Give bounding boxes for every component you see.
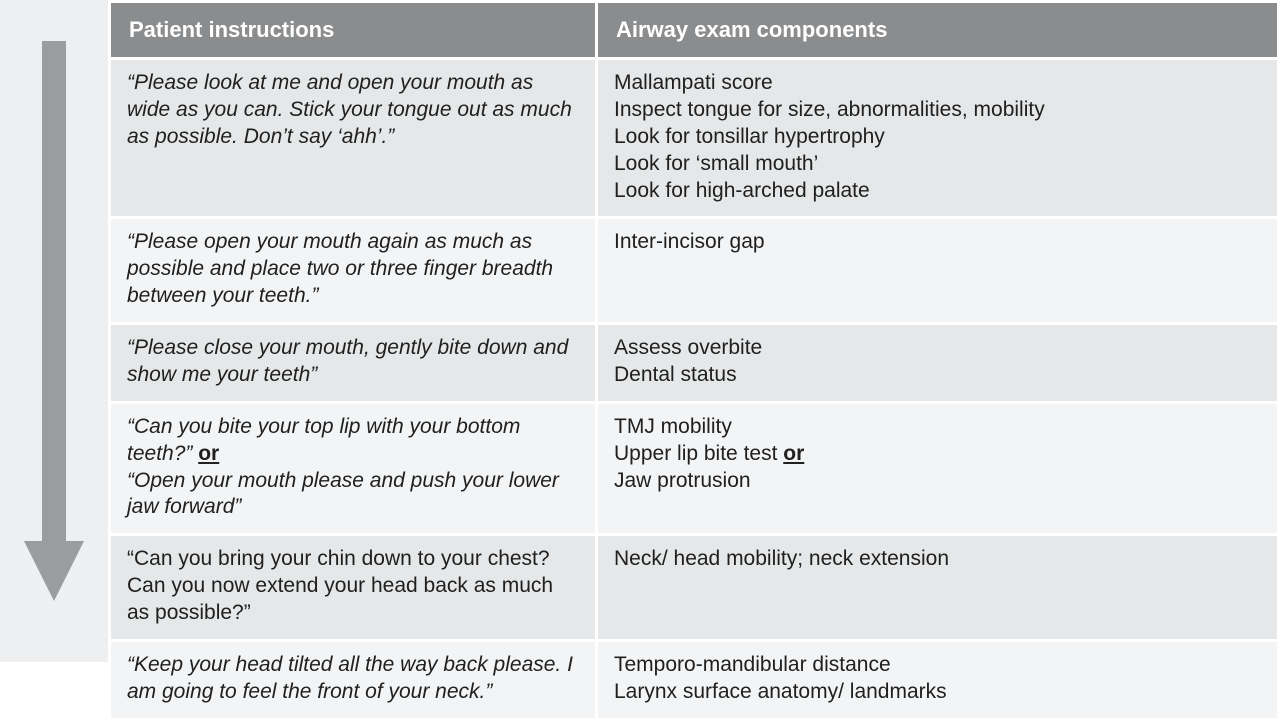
page: Patient instructions Airway exam compone…	[0, 0, 1280, 662]
patient-instruction: “Can you bring your chin down to your ch…	[110, 535, 597, 641]
instruction-text: “Can you bring your chin down to your ch…	[127, 547, 553, 624]
instruction-text: “Please look at me and open your mouth a…	[127, 71, 572, 148]
table-row: “Please close your mouth, gently bite do…	[110, 324, 1279, 403]
component-line: Look for ‘small mouth’	[614, 152, 818, 175]
component-line: Dental status	[614, 363, 737, 386]
exam-components: Mallampati score Inspect tongue for size,…	[597, 59, 1279, 218]
col-header-components: Airway exam components	[597, 2, 1279, 59]
table-row: “Can you bring your chin down to your ch…	[110, 535, 1279, 641]
instruction-text: “Please close your mouth, gently bite do…	[127, 336, 568, 386]
instruction-text: “Please open your mouth again as much as…	[127, 230, 553, 307]
exam-components: Temporo-mandibular distance Larynx surfac…	[597, 640, 1279, 719]
patient-instruction: “Please close your mouth, gently bite do…	[110, 324, 597, 403]
down-arrow-icon	[20, 41, 88, 601]
component-line: Look for tonsillar hypertrophy	[614, 125, 885, 148]
exam-components: Inter-incisor gap	[597, 218, 1279, 324]
sequence-arrow-column	[0, 0, 108, 662]
col-header-instructions: Patient instructions	[110, 2, 597, 59]
patient-instruction: “Please look at me and open your mouth a…	[110, 59, 597, 218]
component-line: Look for high-arched palate	[614, 179, 870, 202]
table-row: “Please look at me and open your mouth a…	[110, 59, 1279, 218]
component-line: Neck/ head mobility; neck extension	[614, 547, 949, 570]
patient-instruction: “Please open your mouth again as much as…	[110, 218, 597, 324]
patient-instruction: “Can you bite your top lip with your bot…	[110, 402, 597, 535]
exam-components: Neck/ head mobility; neck extension	[597, 535, 1279, 641]
table-row: “Keep your head tilted all the way back …	[110, 640, 1279, 719]
component-line: Mallampati score	[614, 71, 773, 94]
table-header-row: Patient instructions Airway exam compone…	[110, 2, 1279, 59]
component-line: Inspect tongue for size, abnormalities, …	[614, 98, 1045, 121]
component-line: Assess overbite	[614, 336, 762, 359]
exam-components: TMJ mobilityUpper lip bite test orJaw pr…	[597, 402, 1279, 535]
component-line: Temporo-mandibular distance	[614, 653, 891, 676]
component-line: Larynx surface anatomy/ landmarks	[614, 680, 947, 703]
table-row: “Can you bite your top lip with your bot…	[110, 402, 1279, 535]
patient-instruction: “Keep your head tilted all the way back …	[110, 640, 597, 719]
exam-components: Assess overbite Dental status	[597, 324, 1279, 403]
instruction-text: “Keep your head tilted all the way back …	[127, 653, 573, 703]
component-line: Inter-incisor gap	[614, 230, 765, 253]
airway-table-wrapper: Patient instructions Airway exam compone…	[108, 0, 1280, 662]
airway-exam-table: Patient instructions Airway exam compone…	[108, 0, 1280, 721]
table-row: “Please open your mouth again as much as…	[110, 218, 1279, 324]
